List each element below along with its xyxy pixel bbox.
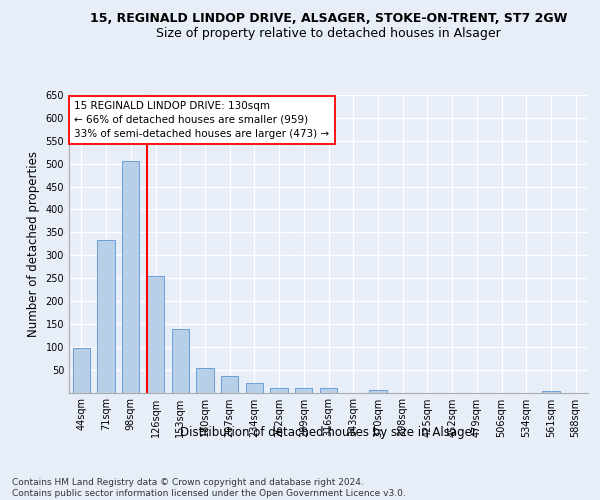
Bar	[172, 330, 189, 392]
Text: Size of property relative to detached houses in Alsager: Size of property relative to detached ho…	[157, 28, 501, 40]
Text: Distribution of detached houses by size in Alsager: Distribution of detached houses by size …	[181, 426, 477, 439]
Bar	[320, 388, 337, 392]
Bar	[97, 240, 115, 392]
Text: Contains HM Land Registry data © Crown copyright and database right 2024.
Contai: Contains HM Land Registry data © Crown c…	[12, 478, 406, 498]
Text: 15, REGINALD LINDOP DRIVE, ALSAGER, STOKE-ON-TRENT, ST7 2GW: 15, REGINALD LINDOP DRIVE, ALSAGER, STOK…	[90, 12, 568, 26]
Bar	[196, 368, 214, 392]
Bar	[221, 376, 238, 392]
Bar	[295, 388, 313, 392]
Bar	[542, 390, 560, 392]
Bar	[122, 162, 139, 392]
Bar	[147, 276, 164, 392]
Y-axis label: Number of detached properties: Number of detached properties	[27, 151, 40, 337]
Bar	[73, 348, 90, 393]
Bar	[369, 390, 386, 392]
Bar	[246, 383, 263, 392]
Bar	[271, 388, 288, 392]
Text: 15 REGINALD LINDOP DRIVE: 130sqm
← 66% of detached houses are smaller (959)
33% : 15 REGINALD LINDOP DRIVE: 130sqm ← 66% o…	[74, 101, 329, 139]
